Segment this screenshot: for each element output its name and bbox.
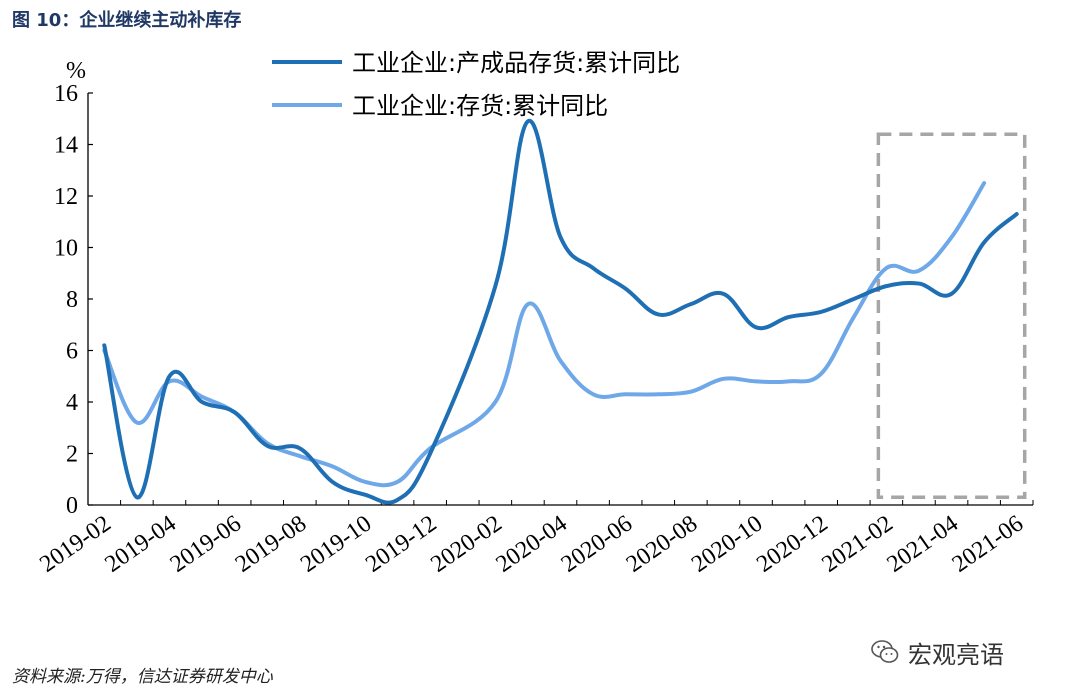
source-note: 资料来源:万得，信达证券研发中心: [12, 667, 273, 687]
legend-label: 工业企业:存货:累计同比: [352, 92, 608, 120]
y-tick-label: 0: [66, 493, 78, 519]
x-tick-label: 2020-12: [752, 511, 832, 578]
y-axis-unit-label: %: [66, 58, 86, 84]
x-tick-label: 2019-10: [296, 511, 376, 578]
y-tick-label: 10: [54, 236, 78, 262]
y-tick-label: 2: [66, 442, 78, 468]
x-tick-label: 2019-06: [166, 511, 246, 578]
x-tick-label: 2021-06: [948, 511, 1028, 578]
axes-layer: 0246810121416%2019-022019-042019-062019-…: [35, 58, 1034, 578]
x-tick-label: 2021-02: [817, 511, 897, 578]
x-tick-label: 2020-08: [622, 511, 702, 578]
x-tick-label: 2019-02: [35, 511, 115, 578]
series-line-inventory: [102, 181, 987, 488]
x-tick-label: 2019-08: [231, 511, 311, 578]
watermark: 宏观亮语: [870, 635, 1004, 669]
y-tick-label: 14: [54, 133, 78, 159]
figure-title: 图 10：企业继续主动补库存: [12, 10, 242, 31]
highlight-region-layer: [876, 132, 1027, 500]
x-tick-label: 2020-10: [687, 511, 767, 578]
x-tick-label: 2019-12: [361, 511, 441, 578]
highlight-region: [876, 132, 1027, 500]
y-tick-label: 6: [66, 339, 78, 365]
x-tick-label: 2020-02: [426, 511, 506, 578]
x-tick-label: 2019-04: [100, 511, 180, 578]
series-line-finished-goods: [102, 119, 1019, 505]
y-tick-label: 16: [54, 81, 78, 107]
y-tick-label: 12: [54, 184, 78, 210]
wechat-icon: [871, 640, 899, 663]
series-layer: [102, 119, 1019, 505]
x-tick-label: 2020-06: [557, 511, 637, 578]
y-tick-label: 4: [66, 390, 78, 416]
y-tick-label: 8: [66, 287, 78, 313]
watermark-text: 宏观亮语: [908, 640, 1004, 669]
x-tick-label: 2021-04: [883, 511, 963, 578]
x-tick-label: 2020-04: [491, 511, 571, 578]
legend-label: 工业企业:产成品存货:累计同比: [352, 49, 680, 77]
